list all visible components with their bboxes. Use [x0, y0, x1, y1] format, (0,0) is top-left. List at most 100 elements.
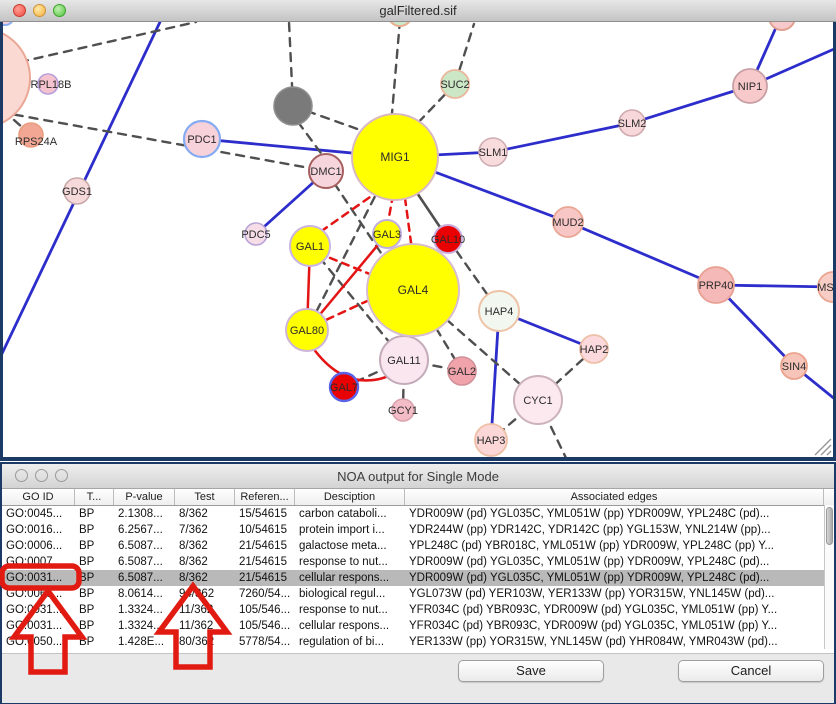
- table-cell[interactable]: GO:0065...: [6, 588, 63, 600]
- node-GAL2[interactable]: [447, 356, 477, 386]
- edge[interactable]: [630, 84, 752, 125]
- node-DMC1[interactable]: [308, 153, 344, 189]
- network-canvas[interactable]: RPL18B RPS24A GDS1 PDC1 MIG1 DMC1 PDC5 GAL1 GAL3…: [0, 22, 836, 461]
- table-cell[interactable]: protein import i...: [299, 524, 385, 536]
- table-cell[interactable]: BP: [79, 508, 95, 520]
- table-row[interactable]: GO:0050... BP 1.428E... 80/362 5778/54... reg…: [2, 634, 834, 650]
- resize-grip[interactable]: [814, 438, 832, 456]
- node-GCY1[interactable]: [391, 398, 415, 422]
- table-row[interactable]: GO:0006... BP 6.5087... 8/362 21/54615 galact…: [2, 538, 834, 554]
- node-NIP1[interactable]: [732, 68, 768, 104]
- save-button[interactable]: Save: [458, 660, 604, 682]
- node-unlabeled-gray[interactable]: [273, 86, 313, 126]
- node-GAL3[interactable]: [372, 219, 402, 249]
- scrollbar-thumb[interactable]: [826, 507, 833, 545]
- table-cell[interactable]: biological regul...: [299, 588, 386, 600]
- table-cell[interactable]: YPL248C (pd) YBR018C, YML051W (pp) YDR00…: [409, 540, 775, 552]
- noa-window-titlebar[interactable]: NOA output for Single Mode: [2, 464, 834, 489]
- table-cell[interactable]: BP: [79, 604, 95, 616]
- table-cell[interactable]: GO:0050...: [6, 636, 63, 648]
- node-GAL7[interactable]: [328, 371, 360, 403]
- node-PDC1[interactable]: [182, 119, 222, 159]
- table-cell[interactable]: YDR009W (pd) YGL035C, YML051W (pp) YDR00…: [409, 508, 770, 520]
- table-cell[interactable]: galactose meta...: [299, 540, 387, 552]
- node-GDS1[interactable]: [63, 177, 91, 205]
- minimize-button[interactable]: [33, 4, 46, 17]
- cancel-button[interactable]: Cancel: [678, 660, 824, 682]
- table-cell[interactable]: response to nut...: [299, 604, 388, 616]
- table-cell[interactable]: 21/54615: [239, 540, 287, 552]
- table-cell[interactable]: BP: [79, 540, 95, 552]
- table-row[interactable]: GO:0065... BP 8.0614... 94/362 7260/54... bio…: [2, 586, 834, 602]
- node-RPL18B[interactable]: [37, 73, 59, 95]
- edge[interactable]: [411, 82, 457, 130]
- table-cell[interactable]: YDR009W (pd) YGL035C, YML051W (pp) YDR00…: [409, 556, 770, 568]
- zoom-button-inactive[interactable]: [55, 469, 68, 482]
- table-cell[interactable]: 6.2567...: [118, 524, 163, 536]
- table-cell[interactable]: response to nut...: [299, 556, 388, 568]
- table-cell[interactable]: BP: [79, 620, 95, 632]
- node-RPS24A[interactable]: [18, 122, 44, 148]
- edge[interactable]: [3, 111, 328, 173]
- table-cell[interactable]: carbon cataboli...: [299, 508, 387, 520]
- table-cell[interactable]: 21/54615: [239, 572, 287, 584]
- table-cell[interactable]: GO:0031...: [6, 604, 63, 616]
- table-cell[interactable]: 6.5087...: [118, 556, 163, 568]
- table-row[interactable]: GO:0016... BP 6.2567... 7/362 10/54615 protei…: [2, 522, 834, 538]
- edge[interactable]: [18, 22, 198, 64]
- table-cell[interactable]: cellular respons...: [299, 620, 390, 632]
- edge[interactable]: [389, 22, 402, 127]
- vertical-scrollbar[interactable]: [824, 505, 834, 649]
- table-cell[interactable]: 21/54615: [239, 556, 287, 568]
- table-cell[interactable]: 10/54615: [239, 524, 287, 536]
- node-top-right-partial[interactable]: [768, 22, 796, 31]
- table-row[interactable]: GO:0031... BP 1.3324... 11/362 105/546... res…: [2, 602, 834, 618]
- table-cell[interactable]: 94/362: [179, 588, 215, 600]
- table-row[interactable]: GO:0031... BP 6.5087... 8/362 21/54615 cellul…: [2, 570, 834, 586]
- table-cell[interactable]: BP: [79, 524, 95, 536]
- node-CYC1[interactable]: [513, 375, 563, 425]
- table-cell[interactable]: 80/362: [179, 636, 215, 648]
- table-cell[interactable]: 6.5087...: [118, 572, 163, 584]
- table-cell[interactable]: 11/362: [179, 604, 214, 616]
- table-cell[interactable]: BP: [79, 556, 95, 568]
- table-cell[interactable]: 5778/54...: [239, 636, 291, 648]
- node-big-left-partial[interactable]: [3, 28, 31, 128]
- table-cell[interactable]: 8.0614...: [118, 588, 163, 600]
- column-header-1[interactable]: T...: [75, 489, 114, 505]
- table-cell[interactable]: 105/546...: [239, 604, 291, 616]
- node-top-left-partial[interactable]: [3, 22, 14, 26]
- edge[interactable]: [296, 120, 328, 162]
- table-cell[interactable]: 1.3324...: [118, 620, 163, 632]
- edge[interactable]: [411, 288, 540, 402]
- table-cell[interactable]: 7/362: [179, 524, 208, 536]
- node-top-green-partial[interactable]: [388, 22, 412, 27]
- table-row[interactable]: GO:0031... BP 1.3324... 11/362 105/546... cel…: [2, 618, 834, 634]
- column-header-3[interactable]: Test: [175, 489, 235, 505]
- edge[interactable]: [453, 22, 476, 86]
- table-cell[interactable]: 8/362: [179, 556, 208, 568]
- table-cell[interactable]: cellular respons...: [299, 572, 390, 584]
- close-button[interactable]: [13, 4, 26, 17]
- table-cell[interactable]: YDR244W (pp) YDR142C, YDR142C (pp) YGL15…: [409, 524, 771, 536]
- node-SIN4[interactable]: [780, 352, 808, 380]
- edge[interactable]: [316, 251, 379, 279]
- table-cell[interactable]: 8/362: [179, 540, 208, 552]
- table-cell[interactable]: 11/362: [179, 620, 214, 632]
- table-cell[interactable]: YER133W (pp) YOR315W, YNL145W (pd) YHR08…: [409, 636, 778, 648]
- column-header-0[interactable]: GO ID: [2, 489, 75, 505]
- table-cell[interactable]: YFR034C (pd) YBR093C, YDR009W (pd) YGL03…: [409, 604, 778, 616]
- table-cell[interactable]: 2.1308...: [118, 508, 163, 520]
- column-header-5[interactable]: Desciption: [295, 489, 405, 505]
- table-cell[interactable]: 1.3324...: [118, 604, 163, 616]
- edge[interactable]: [342, 358, 406, 389]
- table-cell[interactable]: 105/546...: [239, 620, 291, 632]
- edge[interactable]: [491, 121, 634, 154]
- network-window-titlebar[interactable]: galFiltered.sif: [0, 0, 836, 22]
- edge[interactable]: [566, 220, 718, 287]
- table-cell[interactable]: GO:0006...: [6, 540, 63, 552]
- table-cell[interactable]: GO:0031...: [6, 572, 63, 584]
- node-GAL1[interactable]: [289, 225, 331, 267]
- zoom-button[interactable]: [53, 4, 66, 17]
- minimize-button-inactive[interactable]: [35, 469, 48, 482]
